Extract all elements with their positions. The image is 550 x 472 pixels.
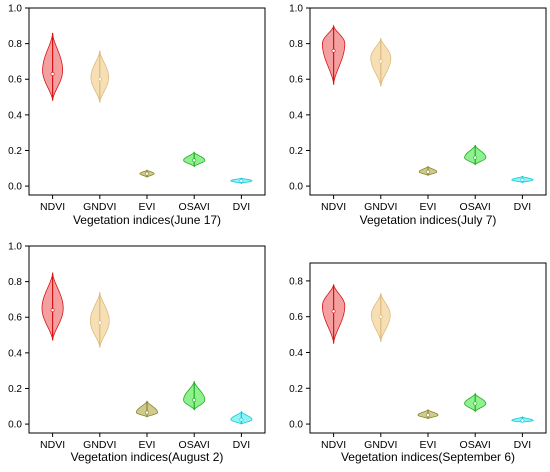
y-tick-label: 0.2	[8, 384, 22, 395]
x-tick-label: OSAVI	[179, 201, 210, 213]
y-tick-label: 1.0	[8, 242, 22, 253]
plot-frame	[309, 262, 547, 434]
y-tick-label: 1.0	[289, 4, 303, 15]
y-tick-label: 0.6	[8, 313, 22, 324]
x-tick-label: GNDVI	[83, 439, 116, 451]
y-tick-label: 0.2	[289, 146, 303, 157]
violin-median-point	[50, 308, 55, 313]
violin-median-point	[192, 158, 197, 163]
y-tick-label: 0.0	[8, 182, 22, 193]
y-tick-label: 0.8	[289, 276, 303, 287]
y-tick-label: 0.8	[8, 39, 22, 50]
violin-median-point	[239, 178, 244, 183]
x-tick-label: NDVI	[40, 201, 65, 213]
x-tick-label: OSAVI	[179, 439, 210, 451]
y-tick-label: 0.0	[289, 420, 303, 431]
violin-median-point	[473, 401, 478, 406]
violin-median-point	[97, 320, 102, 325]
x-tick-label: GNDVI	[364, 439, 397, 451]
x-tick-label: OSAVI	[460, 439, 491, 451]
violin-median-point	[426, 413, 430, 418]
x-axis-title: Vegetation indices(September 6)	[341, 450, 515, 464]
y-tick-label: 0.8	[289, 39, 303, 50]
violin-median-point	[331, 48, 336, 53]
violin-median-point	[145, 171, 149, 176]
y-tick-label: 1.0	[8, 4, 22, 15]
x-tick-label: DVI	[514, 201, 532, 213]
x-axis-title: Vegetation indices(August 2)	[71, 450, 224, 464]
x-tick-label: NDVI	[40, 439, 65, 451]
violin-median-point	[520, 177, 525, 182]
x-tick-label: DVI	[233, 201, 251, 213]
violin-median-point	[239, 417, 244, 422]
y-tick-label: 0.4	[289, 110, 303, 121]
violin-median-point	[520, 418, 525, 423]
x-tick-label: DVI	[514, 439, 532, 451]
x-tick-label: EVI	[139, 439, 156, 451]
y-tick-label: 0.0	[8, 420, 22, 431]
violin-chart-panel: 0.0 0.2 0.4 0.6 0.8 1.0 NDVI GNDVI EVI OSAVI DVI Ve…	[8, 242, 266, 464]
y-tick-label: 0.2	[289, 384, 303, 395]
violin-chart-panel: 0.0 0.2 0.4 0.6 0.8 NDVI GNDVI EVI OSAVI DVIVeget…	[289, 262, 547, 464]
x-tick-label: OSAVI	[460, 201, 491, 213]
violin-median-point	[331, 309, 336, 314]
violin-median-point	[378, 59, 383, 64]
y-tick-label: 0.2	[8, 146, 22, 157]
violin-chart-panel: 0.0 0.2 0.4 0.6 0.8 1.0 NDVI GNDVI EVI OSAVI DVI Ve…	[8, 4, 266, 227]
violin-median-point	[473, 155, 478, 160]
violin-median-point	[145, 410, 149, 415]
y-tick-label: 0.4	[289, 348, 303, 359]
y-tick-label: 0.6	[289, 312, 303, 323]
y-tick-label: 0.4	[8, 110, 22, 121]
x-tick-label: NDVI	[321, 201, 346, 213]
y-tick-label: 0.6	[289, 75, 303, 86]
y-tick-label: 0.6	[8, 75, 22, 86]
x-tick-label: NDVI	[321, 439, 346, 451]
violin-median-point	[426, 169, 430, 174]
y-tick-label: 0.0	[289, 182, 303, 193]
violin-median-point	[97, 77, 102, 82]
x-axis-title: Vegetation indices(June 17)	[73, 213, 221, 227]
x-axis-title: Vegetation indices(July 7)	[360, 213, 497, 227]
y-tick-label: 0.8	[8, 277, 22, 288]
plot-frame	[28, 7, 266, 196]
violin-median-point	[378, 314, 383, 319]
y-tick-label: 0.4	[8, 348, 22, 359]
x-tick-label: DVI	[233, 439, 251, 451]
x-tick-label: EVI	[420, 439, 437, 451]
x-tick-label: GNDVI	[83, 201, 116, 213]
violin-chart-panel: 0.0 0.2 0.4 0.6 0.8 1.0 NDVI GNDVI EVI OSAVI DVI Ve…	[289, 4, 547, 227]
x-tick-label: GNDVI	[364, 201, 397, 213]
x-tick-label: EVI	[139, 201, 156, 213]
x-tick-label: EVI	[420, 201, 437, 213]
violin-median-point	[192, 398, 197, 402]
violin-median-point	[50, 71, 55, 76]
